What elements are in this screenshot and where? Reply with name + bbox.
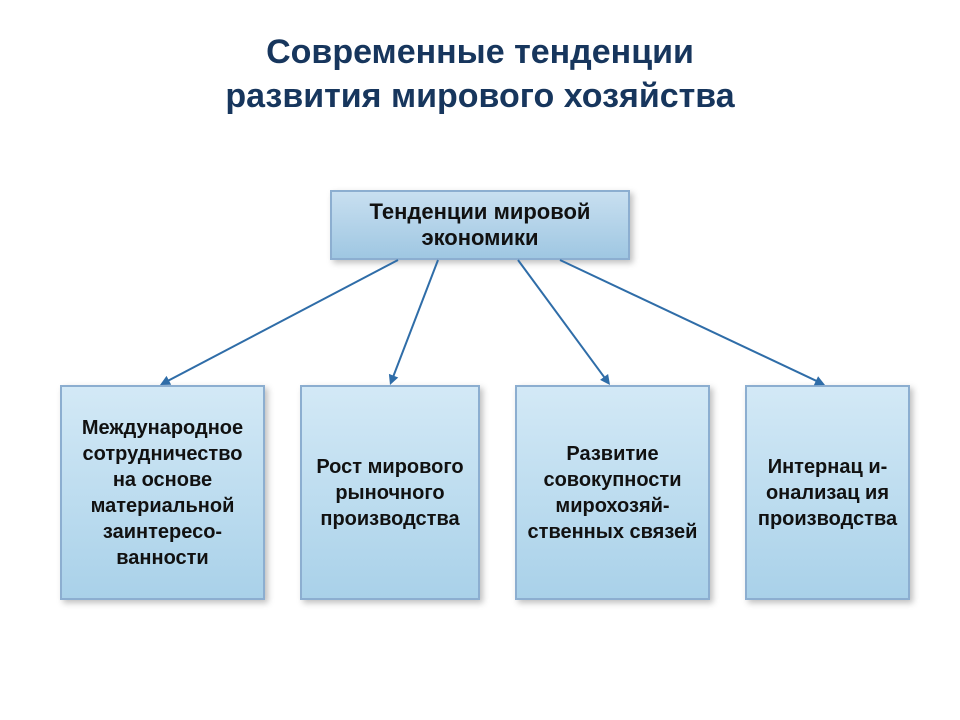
root-label-1: Тенденции мировой (370, 199, 591, 224)
title-line-1: Современные тенденции (266, 33, 694, 71)
title-line-2: развития мирового хозяйства (225, 77, 734, 115)
child-node-3: Интернац и-онализац ия производства (745, 385, 910, 600)
slide-title: Современные тенденции развития мирового … (0, 0, 960, 118)
child-label-0: Международное сотрудничество на основе м… (70, 415, 255, 571)
child-node-1: Рост мирового рыночного производства (300, 385, 480, 600)
child-node-0: Международное сотрудничество на основе м… (60, 385, 265, 600)
child-label-3: Интернац и-онализац ия производства (755, 454, 900, 532)
root-label-2: экономики (421, 225, 538, 250)
child-label-1: Рост мирового рыночного производства (310, 454, 470, 532)
child-label-2: Развитие совокупности мирохозяй-ственных… (525, 441, 700, 545)
child-node-2: Развитие совокупности мирохозяй-ственных… (515, 385, 710, 600)
root-node: Тенденции мировой экономики (330, 190, 630, 260)
